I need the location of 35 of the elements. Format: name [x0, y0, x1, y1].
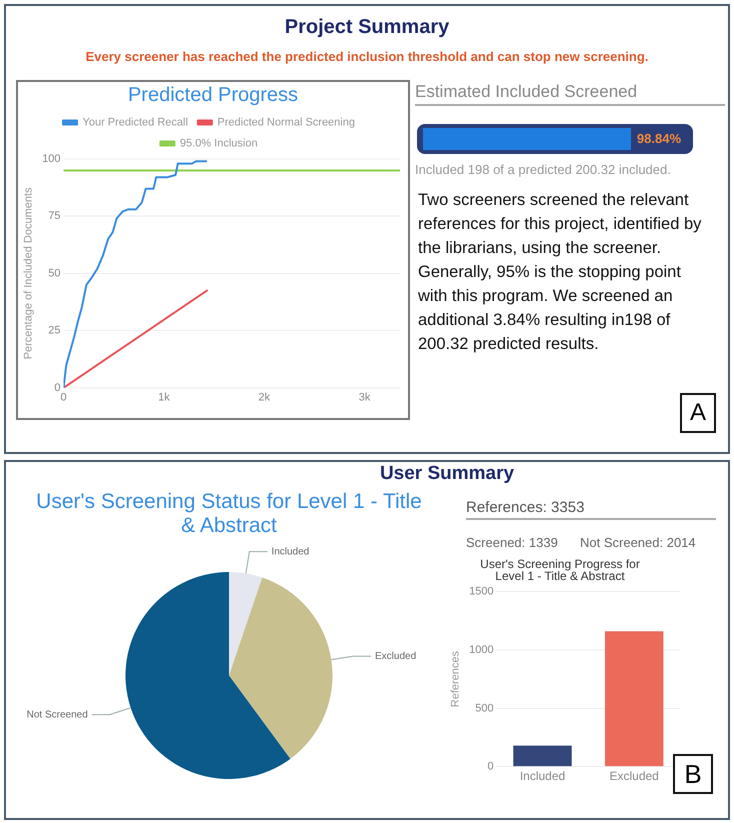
text: User Summary — [378, 463, 516, 485]
text: B — [673, 754, 713, 794]
y-tick-label: 50 — [48, 267, 61, 280]
x-tick-label: 3k — [358, 391, 371, 404]
legend-label: Predicted Normal Screening — [217, 116, 355, 129]
y-tick-label: 100 — [42, 153, 61, 166]
chart-title: User's Screening Status for Level 1 - Title & Abstract — [35, 490, 423, 538]
text: A — [680, 393, 716, 433]
text: References: 3353 — [466, 499, 716, 520]
text: Project Summary — [284, 16, 450, 39]
y-tick-label: 500 — [475, 702, 494, 714]
chart-title: Predicted Progress — [126, 83, 300, 107]
y-tick-label: 0 — [54, 382, 61, 394]
text: Screened: 1339 — [466, 535, 558, 552]
y-tick-label: 1000 — [469, 644, 494, 656]
x-tick-label: 2k — [258, 391, 271, 404]
slice-label: Excluded — [375, 651, 416, 662]
legend-label: 95.0% Inclusion — [180, 138, 258, 150]
y-axis-title: References — [450, 650, 462, 708]
y-axis-title: Percentage of Included Documents — [22, 186, 35, 360]
text: Estimated Included Screened — [415, 82, 725, 106]
legend-label: Your Predicted Recall — [82, 116, 188, 129]
y-tick-label: 75 — [48, 210, 61, 222]
text: Two screeners screened the relevant references for this project, identified by the librarians, using the screener. Generally, 95% is the stopping point with this program. We screened an additional 3.84% resulting in198 of 200.32 predicted results. — [418, 190, 702, 355]
text: Included 198 of a predicted 200.32 included. — [415, 162, 671, 177]
y-tick-label: 25 — [48, 324, 61, 337]
slice-label: Included — [271, 546, 310, 558]
text: Every screener has reached the predicted inclusion threshold and can stop new screening. — [84, 49, 650, 64]
text: Not Screened: 2014 — [580, 535, 696, 552]
text: 98.84% — [636, 130, 681, 148]
y-tick-label: 1500 — [469, 586, 494, 598]
slice-label: Not Screened — [26, 709, 88, 720]
x-tick-label: 1k — [158, 391, 170, 404]
y-tick-label: 0 — [488, 760, 494, 773]
chart-title: User's Screening Progress for Level 1 - Title & Abstract — [479, 557, 641, 583]
